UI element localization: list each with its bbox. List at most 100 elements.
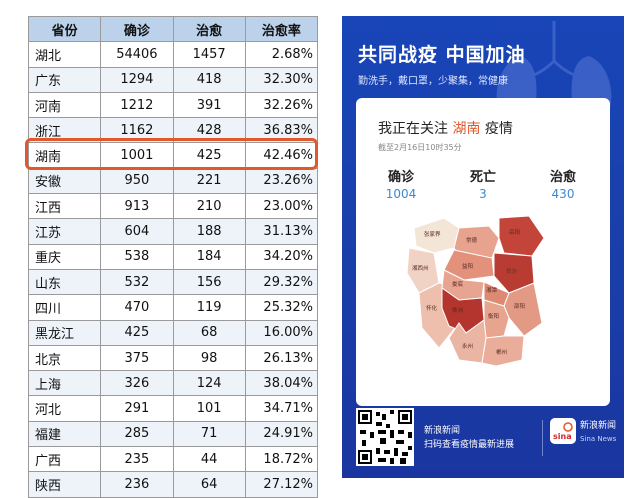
stat-cured: 治愈 430 (528, 166, 598, 201)
brand-info: 新浪新闻 Sina News (580, 420, 616, 446)
cell-province: 浙江 (27, 117, 102, 144)
map-label: 岳阳 (509, 228, 520, 236)
table-row: 广东 1294 418 32.30% (27, 66, 319, 93)
stat-confirmed: 确诊 1004 (366, 166, 436, 201)
map-label: 娄底 (452, 280, 464, 288)
map-label: 郴州 (496, 348, 507, 356)
cell-cure-rate: 16.00% (244, 319, 319, 346)
table-row: 河北 291 101 34.71% (27, 395, 319, 422)
qr-code-icon (356, 408, 414, 466)
cell-confirmed: 285 (100, 420, 174, 448)
cell-confirmed: 425 (100, 319, 174, 346)
map-label: 永州 (462, 342, 473, 350)
cell-province: 黑龙江 (27, 319, 102, 346)
table-row: 黑龙江 425 68 16.00% (27, 319, 319, 346)
sina-logo-text: sina (553, 432, 572, 441)
cell-province: 河北 (27, 395, 102, 422)
cell-confirmed: 54406 (100, 41, 174, 68)
poster-subtitle: 勤洗手，戴口罩，少聚集，常健康 (358, 76, 508, 87)
app-hint: 扫码查看疫情最新进展 (424, 440, 515, 450)
map-label: 湘潭 (486, 286, 498, 294)
map-label: 怀化 (426, 304, 438, 312)
cell-cure-rate: 29.32% (244, 268, 319, 296)
table-body: 湖北 54406 1457 2.68% 广东 1294 418 32.30% 河南 1212 391… (27, 41, 319, 498)
cell-cure-rate: 2.68% (244, 41, 319, 68)
cell-cured: 391 (172, 91, 246, 119)
cell-cure-rate: 26.13% (244, 344, 319, 372)
cell-cure-rate: 18.72% (244, 446, 319, 473)
cell-cure-rate: 38.04% (244, 370, 319, 397)
cell-province: 广东 (27, 66, 102, 93)
poster-title: 共同战疫 中国加油 (358, 44, 526, 66)
cell-confirmed: 1162 (100, 117, 174, 144)
focus-line: 我正在关注 湖南 疫情 (378, 118, 513, 138)
cell-confirmed: 1294 (100, 66, 174, 93)
map-label: 湘西州 (412, 264, 429, 272)
table-row: 安徽 950 221 23.26% (27, 167, 319, 195)
cell-cure-rate: 31.13% (244, 218, 319, 245)
cell-province: 陕西 (27, 471, 102, 498)
focus-prefix: 我正在关注 (378, 121, 448, 137)
cell-confirmed: 538 (100, 243, 174, 270)
cell-province: 江西 (27, 193, 102, 220)
table-row: 陕西 236 64 27.12% (27, 471, 319, 498)
cell-cure-rate: 32.30% (244, 66, 319, 93)
cell-confirmed: 291 (100, 395, 174, 422)
app-name: 新浪新闻 (424, 426, 461, 436)
table-row: 湖北 54406 1457 2.68% (27, 41, 319, 68)
cell-cured: 124 (172, 370, 246, 397)
sina-logo-icon: sina (550, 418, 576, 444)
cell-cure-rate: 23.26% (244, 167, 319, 195)
cell-cured: 71 (172, 420, 246, 448)
cell-province: 安徽 (27, 167, 102, 195)
death-value: 3 (479, 187, 487, 201)
stat-death: 死亡 3 (448, 166, 518, 201)
header-cure-rate: 治愈率 (244, 15, 319, 43)
region-yueyang (498, 215, 545, 257)
map-label: 益阳 (462, 262, 473, 270)
header-confirmed: 确诊 (100, 15, 174, 43)
cell-cured: 98 (172, 344, 246, 372)
region-chenzhou (481, 335, 525, 367)
cell-cure-rate: 32.26% (244, 91, 319, 119)
cell-cure-rate: 42.46% (244, 142, 319, 169)
cell-cured: 119 (172, 294, 246, 321)
table-row: 江西 913 210 23.00% (27, 193, 319, 220)
death-label: 死亡 (469, 170, 496, 185)
cell-cured: 210 (172, 193, 246, 220)
cell-confirmed: 913 (100, 193, 174, 220)
case-table: 省份 确诊 治愈 治愈率 湖北 54406 1457 2.68% 广东 1294 418 32… (27, 15, 319, 498)
cell-cured: 156 (172, 268, 246, 296)
cell-cured: 101 (172, 395, 246, 422)
cell-province: 湖北 (27, 41, 102, 68)
cell-cure-rate: 36.83% (244, 117, 319, 144)
cell-cured: 68 (172, 319, 246, 346)
map-label: 常德 (466, 236, 478, 244)
cell-province: 重庆 (27, 243, 102, 270)
epidemic-card: 我正在关注 湖南 疫情 截至2月16日10时35分 确诊 1004 死亡 3 治… (356, 98, 610, 406)
table-row: 山东 532 156 29.32% (27, 268, 319, 296)
cell-cured: 1457 (172, 41, 246, 68)
cell-province: 河南 (27, 91, 102, 119)
cell-confirmed: 1001 (100, 142, 174, 169)
table-row: 湖南 1001 425 42.46% (27, 142, 319, 169)
focus-province: 湖南 (452, 121, 481, 137)
cell-confirmed: 1212 (100, 91, 174, 119)
brand-name-en: Sina News (580, 435, 617, 443)
map-label: 株洲 (452, 306, 464, 314)
app-info: 新浪新闻 扫码查看疫情最新进展 (424, 424, 514, 452)
table-row: 河南 1212 391 32.26% (27, 91, 319, 119)
cell-province: 山东 (27, 268, 102, 296)
cell-cured: 425 (172, 142, 246, 169)
cell-province: 北京 (27, 344, 102, 372)
cell-province: 广西 (27, 446, 102, 473)
table-row: 重庆 538 184 34.20% (27, 243, 319, 270)
table-row: 广西 235 44 18.72% (27, 446, 319, 473)
footer-divider (542, 420, 543, 456)
map-label: 张家界 (424, 230, 441, 238)
cell-province: 江苏 (27, 218, 102, 245)
cell-confirmed: 950 (100, 167, 174, 195)
cell-confirmed: 470 (100, 294, 174, 321)
header-cured: 治愈 (172, 15, 246, 43)
